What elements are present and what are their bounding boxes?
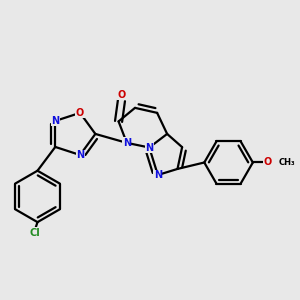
Text: N: N — [51, 116, 59, 126]
Text: N: N — [76, 150, 84, 160]
Text: O: O — [117, 90, 125, 100]
Text: O: O — [263, 158, 271, 167]
Text: N: N — [123, 138, 131, 148]
Text: O: O — [76, 108, 84, 118]
Text: Cl: Cl — [30, 228, 41, 238]
Text: N: N — [145, 142, 153, 152]
Text: N: N — [154, 170, 162, 180]
Text: CH₃: CH₃ — [279, 158, 295, 167]
